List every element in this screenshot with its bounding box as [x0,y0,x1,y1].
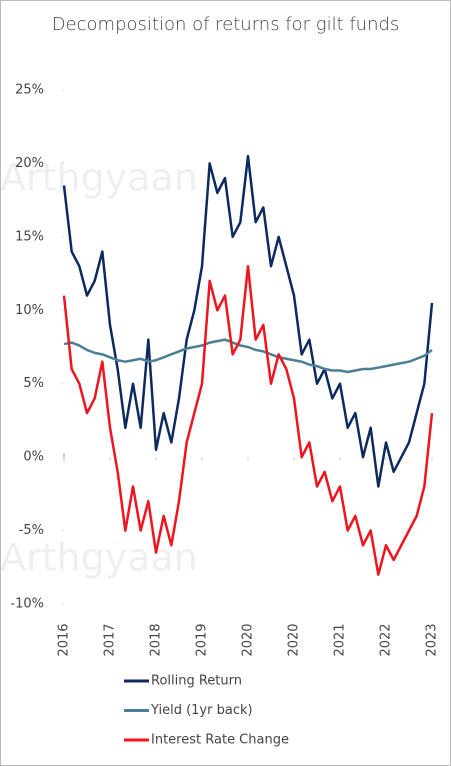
x-tick-label: 2023 [425,623,440,656]
legend-label: Interest Rate Change [151,733,289,748]
x-tick-label: 2022 [379,623,394,656]
x-tick-label: 2020 [241,623,256,656]
series-line [62,264,434,576]
legend-label: Rolling Return [151,674,242,689]
legend-label: Yield (1yr back) [150,703,253,718]
y-tick-label: 25% [15,83,44,98]
y-tick-label: 20% [15,156,44,171]
watermark: Arthgyaan [0,156,198,200]
chart-title: Decomposition of returns for gilt funds [51,14,400,35]
series-line [62,154,434,488]
x-tick-label: 2018 [149,623,164,656]
watermark: Arthgyaan [0,536,198,580]
x-tick-label: 2020 [287,623,302,656]
y-tick-label: 15% [15,229,44,244]
y-tick-label: 5% [23,376,44,391]
x-tick-label: 2016 [57,623,72,656]
series-line [63,338,433,374]
y-tick-label: -10% [10,597,44,612]
x-tick-label: 2021 [333,623,348,656]
x-tick-label: 2017 [103,623,118,656]
y-tick-label: 0% [23,450,44,465]
x-tick-label: 2019 [195,623,210,656]
y-tick-label: -5% [19,523,44,538]
y-tick-label: 10% [15,303,44,318]
